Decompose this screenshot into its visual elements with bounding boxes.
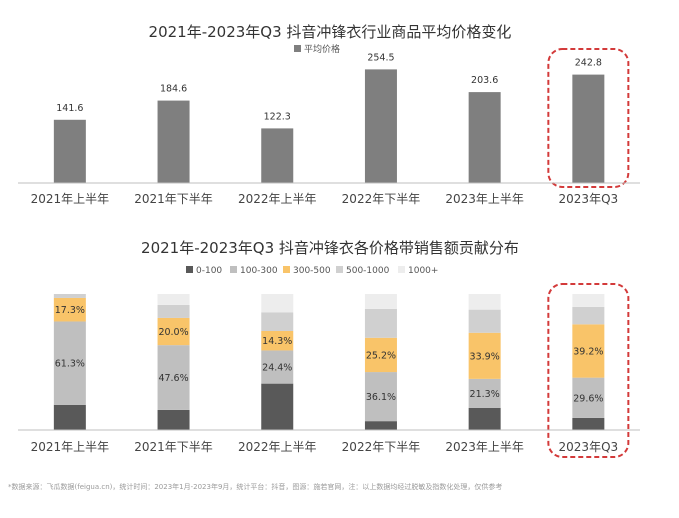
legend-swatch — [230, 266, 237, 273]
segment-label: 47.6% — [158, 373, 188, 384]
chart-title: 2021年-2023年Q3 抖音冲锋衣各价格带销售额贡献分布 — [141, 239, 519, 257]
legend-swatch — [398, 266, 405, 273]
legend-swatch — [283, 266, 290, 273]
category-label: 2022年下半年 — [342, 440, 421, 454]
bar-segment — [157, 409, 190, 430]
bar-segment — [261, 312, 294, 331]
bar — [157, 100, 190, 183]
data-label: 242.8 — [575, 58, 602, 69]
bar-segment — [364, 372, 397, 422]
bar-segment — [53, 321, 86, 405]
bar-segment — [261, 330, 294, 351]
category-label: 2022年上半年 — [238, 192, 317, 206]
bar — [364, 69, 397, 183]
segment-label: 61.3% — [55, 359, 85, 370]
segment-label: 21.3% — [470, 389, 500, 400]
legend-label: 平均价格 — [304, 43, 340, 55]
bar-segment — [468, 378, 501, 408]
segment-label: 36.1% — [366, 392, 396, 403]
category-label: 2023年上半年 — [445, 440, 524, 454]
bar-segment — [468, 332, 501, 379]
average-price-chart: 2021年-2023年Q3 抖音冲锋衣行业商品平均价格变化 平均价格 141.6… — [18, 23, 640, 206]
category-label: 2021年上半年 — [31, 440, 110, 454]
segment-label: 20.0% — [158, 327, 188, 338]
bar-segment — [468, 407, 501, 430]
legend-label: 300-500 — [293, 266, 331, 276]
bar — [53, 119, 86, 183]
bar-segment — [572, 324, 605, 378]
bar-segment — [364, 421, 397, 430]
category-label: 2023年Q3 — [559, 440, 619, 454]
category-label: 2021年下半年 — [134, 440, 213, 454]
segment-label: 29.6% — [573, 393, 603, 404]
bar-segment — [157, 345, 190, 410]
category-label: 2021年下半年 — [134, 192, 213, 206]
segment-label: 17.3% — [55, 305, 85, 316]
bar — [468, 92, 501, 183]
segment-label: 14.3% — [262, 336, 292, 347]
bar-segment — [261, 350, 294, 384]
bar-segment — [572, 294, 605, 307]
legend-label: 100-300 — [240, 266, 278, 276]
plot-area: 141.6 2021年上半年 184.6 2021年下半年 122.3 2022年上半年 2… — [31, 48, 630, 206]
data-label: 184.6 — [160, 84, 187, 95]
bar-segment — [157, 317, 190, 346]
segment-label: 24.4% — [262, 363, 292, 374]
bar-segment — [53, 294, 86, 298]
bar-segment — [468, 309, 501, 333]
data-label: 203.6 — [471, 75, 498, 86]
legend: 平均价格 — [294, 43, 340, 55]
segment-label: 33.9% — [470, 351, 500, 362]
bar-segment — [157, 304, 190, 318]
bar-segment — [364, 337, 397, 373]
bar-segment — [261, 383, 294, 430]
legend: 0-100 100-300 300-500 500-1000 1000+ — [186, 266, 438, 276]
bar-segment — [572, 377, 605, 418]
category-label: 2021年上半年 — [31, 192, 110, 206]
segment-label: 25.2% — [366, 350, 396, 361]
legend-swatch — [294, 45, 301, 52]
data-label: 254.5 — [367, 52, 394, 63]
chart-title: 2021年-2023年Q3 抖音冲锋衣行业商品平均价格变化 — [149, 23, 512, 41]
category-label: 2022年下半年 — [342, 192, 421, 206]
bar-segment — [157, 294, 190, 305]
legend-label: 500-1000 — [346, 266, 390, 276]
bar-segment — [53, 297, 86, 322]
bar-segment — [364, 294, 397, 309]
legend-swatch — [186, 266, 193, 273]
plot-area: 61.3% 17.3% 2021年上半年 47.6% 20.0% 2021年下半年 24.4… — [31, 283, 630, 458]
bar-segment — [261, 294, 294, 313]
legend-label: 0-100 — [196, 266, 222, 276]
bar-segment — [572, 306, 605, 325]
highlight-box — [547, 48, 630, 188]
category-label: 2023年Q3 — [559, 192, 619, 206]
bar-segment — [364, 308, 397, 338]
bar-segment — [572, 417, 605, 430]
highlight-box — [547, 283, 630, 458]
category-label: 2023年上半年 — [445, 192, 524, 206]
data-label: 122.3 — [264, 111, 291, 122]
segment-label: 39.2% — [573, 346, 603, 357]
price-band-share-chart: 2021年-2023年Q3 抖音冲锋衣各价格带销售额贡献分布 0-100 100-… — [18, 239, 640, 458]
legend-label: 1000+ — [408, 266, 438, 276]
bar — [572, 74, 605, 183]
category-label: 2022年上半年 — [238, 440, 317, 454]
data-label: 141.6 — [56, 103, 83, 114]
data-source-footnote: *数据来源：飞瓜数据(feigua.cn)，统计时间：2023年1月-2023年… — [8, 483, 503, 491]
bar-segment — [468, 294, 501, 310]
legend-swatch — [336, 266, 343, 273]
bar — [261, 128, 294, 183]
bar-segment — [53, 404, 86, 430]
